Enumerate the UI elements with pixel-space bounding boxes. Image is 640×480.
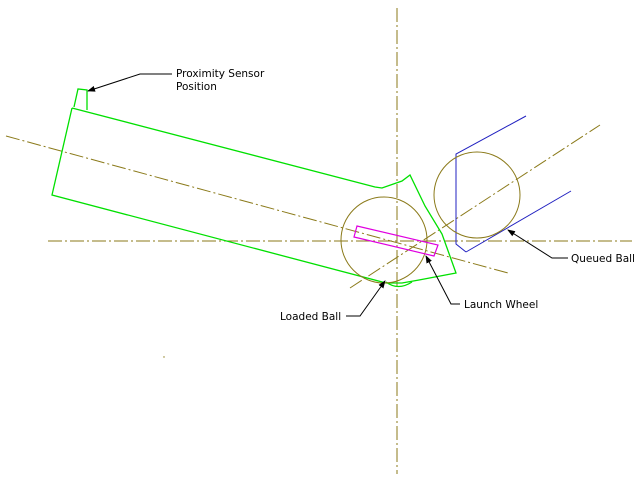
proximity-sensor-label-line1: Proximity Sensor [176, 68, 265, 80]
hopper-wall-right [465, 190, 572, 253]
barrel-axis-line [5, 135, 509, 274]
leaders [87, 73, 568, 317]
proximity-sensor-label-line2: Position [176, 81, 217, 93]
ball-seat-arc [385, 281, 413, 288]
stray-point [163, 356, 165, 358]
proximity-sensor-tab [73, 88, 88, 110]
queued-ball [433, 151, 521, 239]
launch-wheel-label: Launch Wheel [464, 299, 538, 311]
barrel-outline [51, 107, 457, 284]
queue-axis-line [349, 124, 601, 289]
proximity-sensor-leader [87, 73, 172, 92]
center-lines [5, 8, 632, 474]
queued-ball-label: Queued Ball [571, 253, 635, 265]
launch-wheel-leader [425, 255, 460, 305]
hopper-wall-left [455, 115, 527, 253]
loaded-ball-leader [346, 280, 386, 317]
launch-barrel [51, 88, 457, 288]
launch-wheel [353, 225, 439, 257]
loaded-ball-label: Loaded Ball [280, 311, 341, 323]
queued-ball-leader [507, 229, 568, 259]
queue-hopper [455, 115, 572, 253]
